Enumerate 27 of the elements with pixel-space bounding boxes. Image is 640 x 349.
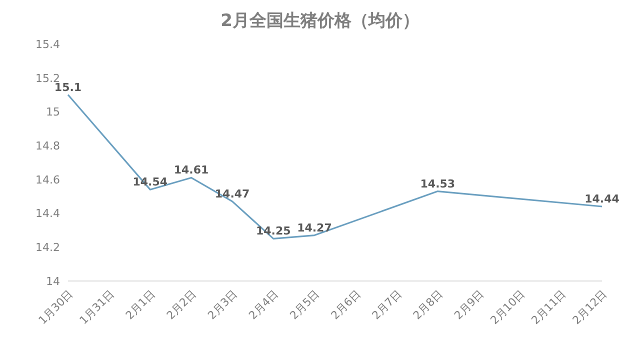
y-tick-label: 14.6 [36,173,60,186]
x-tick-label: 1月31日 [77,287,117,328]
y-tick-label: 15.4 [36,38,60,51]
x-tick-label: 2月7日 [370,287,404,322]
data-label: 14.61 [174,164,209,177]
x-tick-label: 2月8日 [410,287,446,322]
x-tick-label: 2月12日 [570,287,610,328]
data-label: 14.44 [584,192,620,206]
x-tick-label: 2月3日 [205,287,240,322]
y-tick-label: 14.8 [36,139,60,152]
chart-title: 2月全国生猪价格（均价） [220,10,420,33]
x-tick-label: 2月5日 [287,287,322,322]
y-tick-label: 15 [46,106,60,119]
x-tick-label: 2月11日 [528,287,569,328]
x-tick-label: 2月10日 [488,287,528,328]
x-tick-label: 2月4日 [246,287,282,322]
x-tick-label: 2月6日 [328,287,364,322]
x-tick-label: 2月1日 [123,287,158,322]
x-tick-label: 2月2日 [164,287,199,322]
y-tick-label: 14 [46,274,60,288]
x-tick-label: 1月30日 [36,287,76,328]
data-label: 14.53 [420,177,456,190]
y-tick-label: 14.4 [36,207,60,220]
x-tick-label: 2月9日 [452,287,486,322]
data-label: 15.1 [54,80,82,94]
data-label: 14.27 [297,221,332,234]
y-tick-label: 14.2 [36,241,60,254]
